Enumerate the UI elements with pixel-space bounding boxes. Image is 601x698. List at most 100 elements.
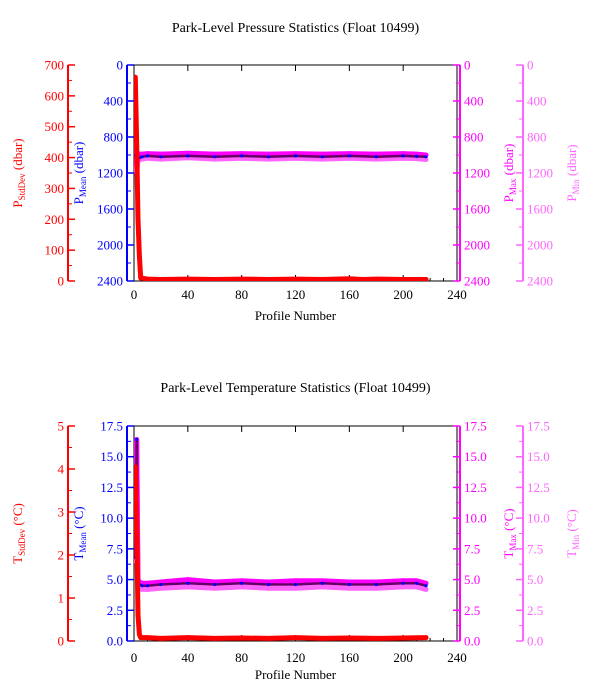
chart-1-series-max-point [266, 151, 271, 157]
chart-1-stddev-tick-label: 500 [45, 119, 65, 134]
chart-1-series-stddev-point [360, 277, 366, 281]
chart-2-max-tick-label: 7.5 [464, 541, 480, 556]
chart-2-min-tick-label: 5.0 [527, 572, 543, 587]
chart-2-series-stddev-point [320, 636, 325, 641]
chart-1-series-mean-point [320, 155, 324, 159]
chart-1-stddev-axis-label: PStdDev (dbar) [10, 138, 27, 207]
chart-2-max-axis-label: TMax (°C) [501, 508, 518, 558]
chart-2-x-tick-label: 160 [340, 650, 360, 665]
chart-2-series-mean-point [401, 581, 405, 585]
chart-1-series-stddev-point [158, 277, 164, 281]
chart-2-stddev-tick-label: 0 [58, 634, 65, 649]
chart-2-x-tick-label: 120 [286, 650, 306, 665]
chart-2-series-min-point [266, 585, 271, 591]
chart-2-x-tick-label: 200 [393, 650, 413, 665]
chart-1-mean-axis-label-sub: Mean [78, 176, 88, 197]
chart-2-mean-axis-label-sub: Mean [78, 532, 88, 553]
chart-2-mean-tick-label: 0.0 [107, 634, 123, 649]
chart-2-series-mean-point [293, 582, 298, 587]
chart-1-series-mean-point [145, 154, 150, 158]
chart-2-series-stddev-point [134, 464, 138, 470]
chart-1-stddev-axis-label-sub: StdDev [17, 173, 27, 201]
chart-2-mean-tick-label: 5.0 [107, 572, 123, 587]
chart-2-series-mean-point [240, 581, 244, 585]
chart-1-stddev-tick-label: 700 [45, 58, 65, 73]
chart-1-stddev-tick-label: 200 [45, 212, 65, 227]
chart-2-series-mean-point [374, 582, 378, 587]
chart-2-max-tick-label: 2.5 [464, 603, 480, 618]
chart-1-series-stddev-line [134, 74, 429, 281]
chart-2-series-stddev-point [239, 635, 245, 641]
chart-1-series-stddev-point [145, 276, 150, 281]
chart-2-series-max-point [414, 578, 419, 584]
chart-1-stddev-tick-label: 600 [45, 88, 65, 103]
chart-1-series-stddev-point [138, 275, 144, 281]
chart-1-series-stddev-point [239, 276, 245, 281]
chart-1-mean-tick-label: 2400 [97, 274, 123, 289]
chart-1-min-tick-label: 800 [527, 130, 547, 145]
chart-2-max-tick-label: 15.0 [464, 449, 487, 464]
chart-1-series-mean-point [347, 154, 351, 158]
chart-2-min-axis-label-sub: Min [571, 534, 581, 550]
chart-1-min-tick-label: 2400 [527, 274, 553, 289]
chart-2-series-min-point [239, 584, 245, 590]
chart-2-series-mean-point [347, 582, 351, 587]
chart-2-min-axis-label: TMin (°C) [564, 509, 581, 558]
chart-1-series-max-point [158, 151, 164, 157]
chart-2-stddev-tick-label: 1 [58, 591, 65, 606]
chart-2-series-stddev-point [185, 635, 191, 640]
chart-1-mean-tick-label: 0 [117, 58, 124, 73]
chart-2-max-tick-label: 10.0 [464, 511, 487, 526]
chart-2-mean-axis-label: TMean (°C) [71, 506, 88, 560]
chart-2-min-tick-label: 7.5 [527, 541, 543, 556]
chart-2-min-tick-label: 10.0 [527, 511, 550, 526]
chart-1-min-axis-label-main: P [564, 194, 579, 201]
chart-2-max-tick-label: 17.5 [464, 419, 487, 434]
chart-1-x-tick-label: 160 [340, 287, 360, 302]
chart-1-max-tick-label: 0 [464, 58, 471, 73]
chart-1-series-mean-line [134, 153, 428, 170]
chart-2-series-min-point [414, 584, 419, 590]
chart-1-series-mean-point [140, 155, 144, 159]
chart-2-series-min-point [423, 587, 429, 592]
chart-2-max-axis-label-sub: Max [508, 534, 518, 551]
chart-1-min-axis-label-sub: Min [571, 179, 581, 195]
chart-2-series-min-point [346, 585, 352, 591]
chart-2-mean-axis-label-unit: (°C) [71, 506, 86, 532]
chart-2-min-tick-label: 12.5 [527, 480, 550, 495]
chart-2-series-mean-point [145, 584, 150, 588]
chart-2-series-stddev-point [212, 636, 218, 641]
chart-1-series-max-point [320, 151, 325, 157]
chart-2-series-max-point [239, 578, 245, 584]
chart-1-max-tick-label: 2400 [464, 274, 490, 289]
chart-2-min-axis-label-main: T [564, 550, 579, 558]
chart-2-max-tick-label: 5.0 [464, 572, 480, 587]
chart-2-series-mean-point [186, 581, 190, 585]
chart-2-series-max-line [134, 437, 429, 586]
chart-1-mean-tick-label: 1200 [97, 166, 123, 181]
chart-1-series-mean-point [186, 154, 190, 158]
chart-2-stddev-axis-label-unit: (°C) [10, 503, 25, 529]
chart-2-series-min-point [145, 587, 150, 592]
chart-2-min-tick-label: 15.0 [527, 449, 550, 464]
chart-2-series-stddev-point [134, 526, 140, 532]
chart-1-x-tick-label: 120 [286, 287, 306, 302]
chart-1-series-stddev-point [423, 277, 429, 281]
chart-2-x-axis-label: Profile Number [255, 667, 337, 682]
chart-2-series-max-point [320, 578, 325, 584]
chart-1-min-tick-label: 1600 [527, 202, 553, 217]
chart-1-stddev-tick-label: 0 [58, 274, 65, 289]
chart-2-series-min-point [158, 585, 164, 591]
chart-1-series-mean-point [159, 155, 163, 159]
chart-1-mean-axis-label-main: P [71, 197, 86, 204]
chart-1-mean-axis-label-unit: (dbar) [71, 142, 86, 177]
chart-2-series-min-point [212, 585, 218, 591]
chart-2-plot-frame [133, 425, 458, 642]
chart-1-x-tick-label: 80 [235, 287, 248, 302]
chart-2-max-tick-label: 12.5 [464, 480, 487, 495]
chart-1-series-stddev-point [135, 216, 141, 222]
chart-1-x-tick-label: 40 [181, 287, 194, 302]
chart-1-series-stddev-point [400, 277, 406, 281]
chart-1-series-mean-point [415, 154, 419, 158]
chart-1-max-tick-label: 1200 [464, 166, 490, 181]
